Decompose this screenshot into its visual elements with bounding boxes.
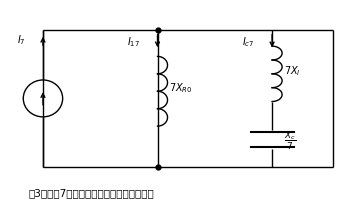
Text: $I_{c7}$: $I_{c7}$ — [242, 35, 254, 49]
Text: $7X_l$: $7X_l$ — [284, 63, 300, 77]
Text: 第3図　第7次高調波発生源による等価回路: 第3図 第7次高調波発生源による等価回路 — [29, 187, 154, 197]
Text: $7X_{R0}$: $7X_{R0}$ — [169, 81, 193, 95]
Text: $\dfrac{X_c}{7}$: $\dfrac{X_c}{7}$ — [284, 129, 296, 151]
Text: $I_7$: $I_7$ — [17, 33, 26, 47]
Text: $I_{17}$: $I_{17}$ — [127, 35, 140, 49]
